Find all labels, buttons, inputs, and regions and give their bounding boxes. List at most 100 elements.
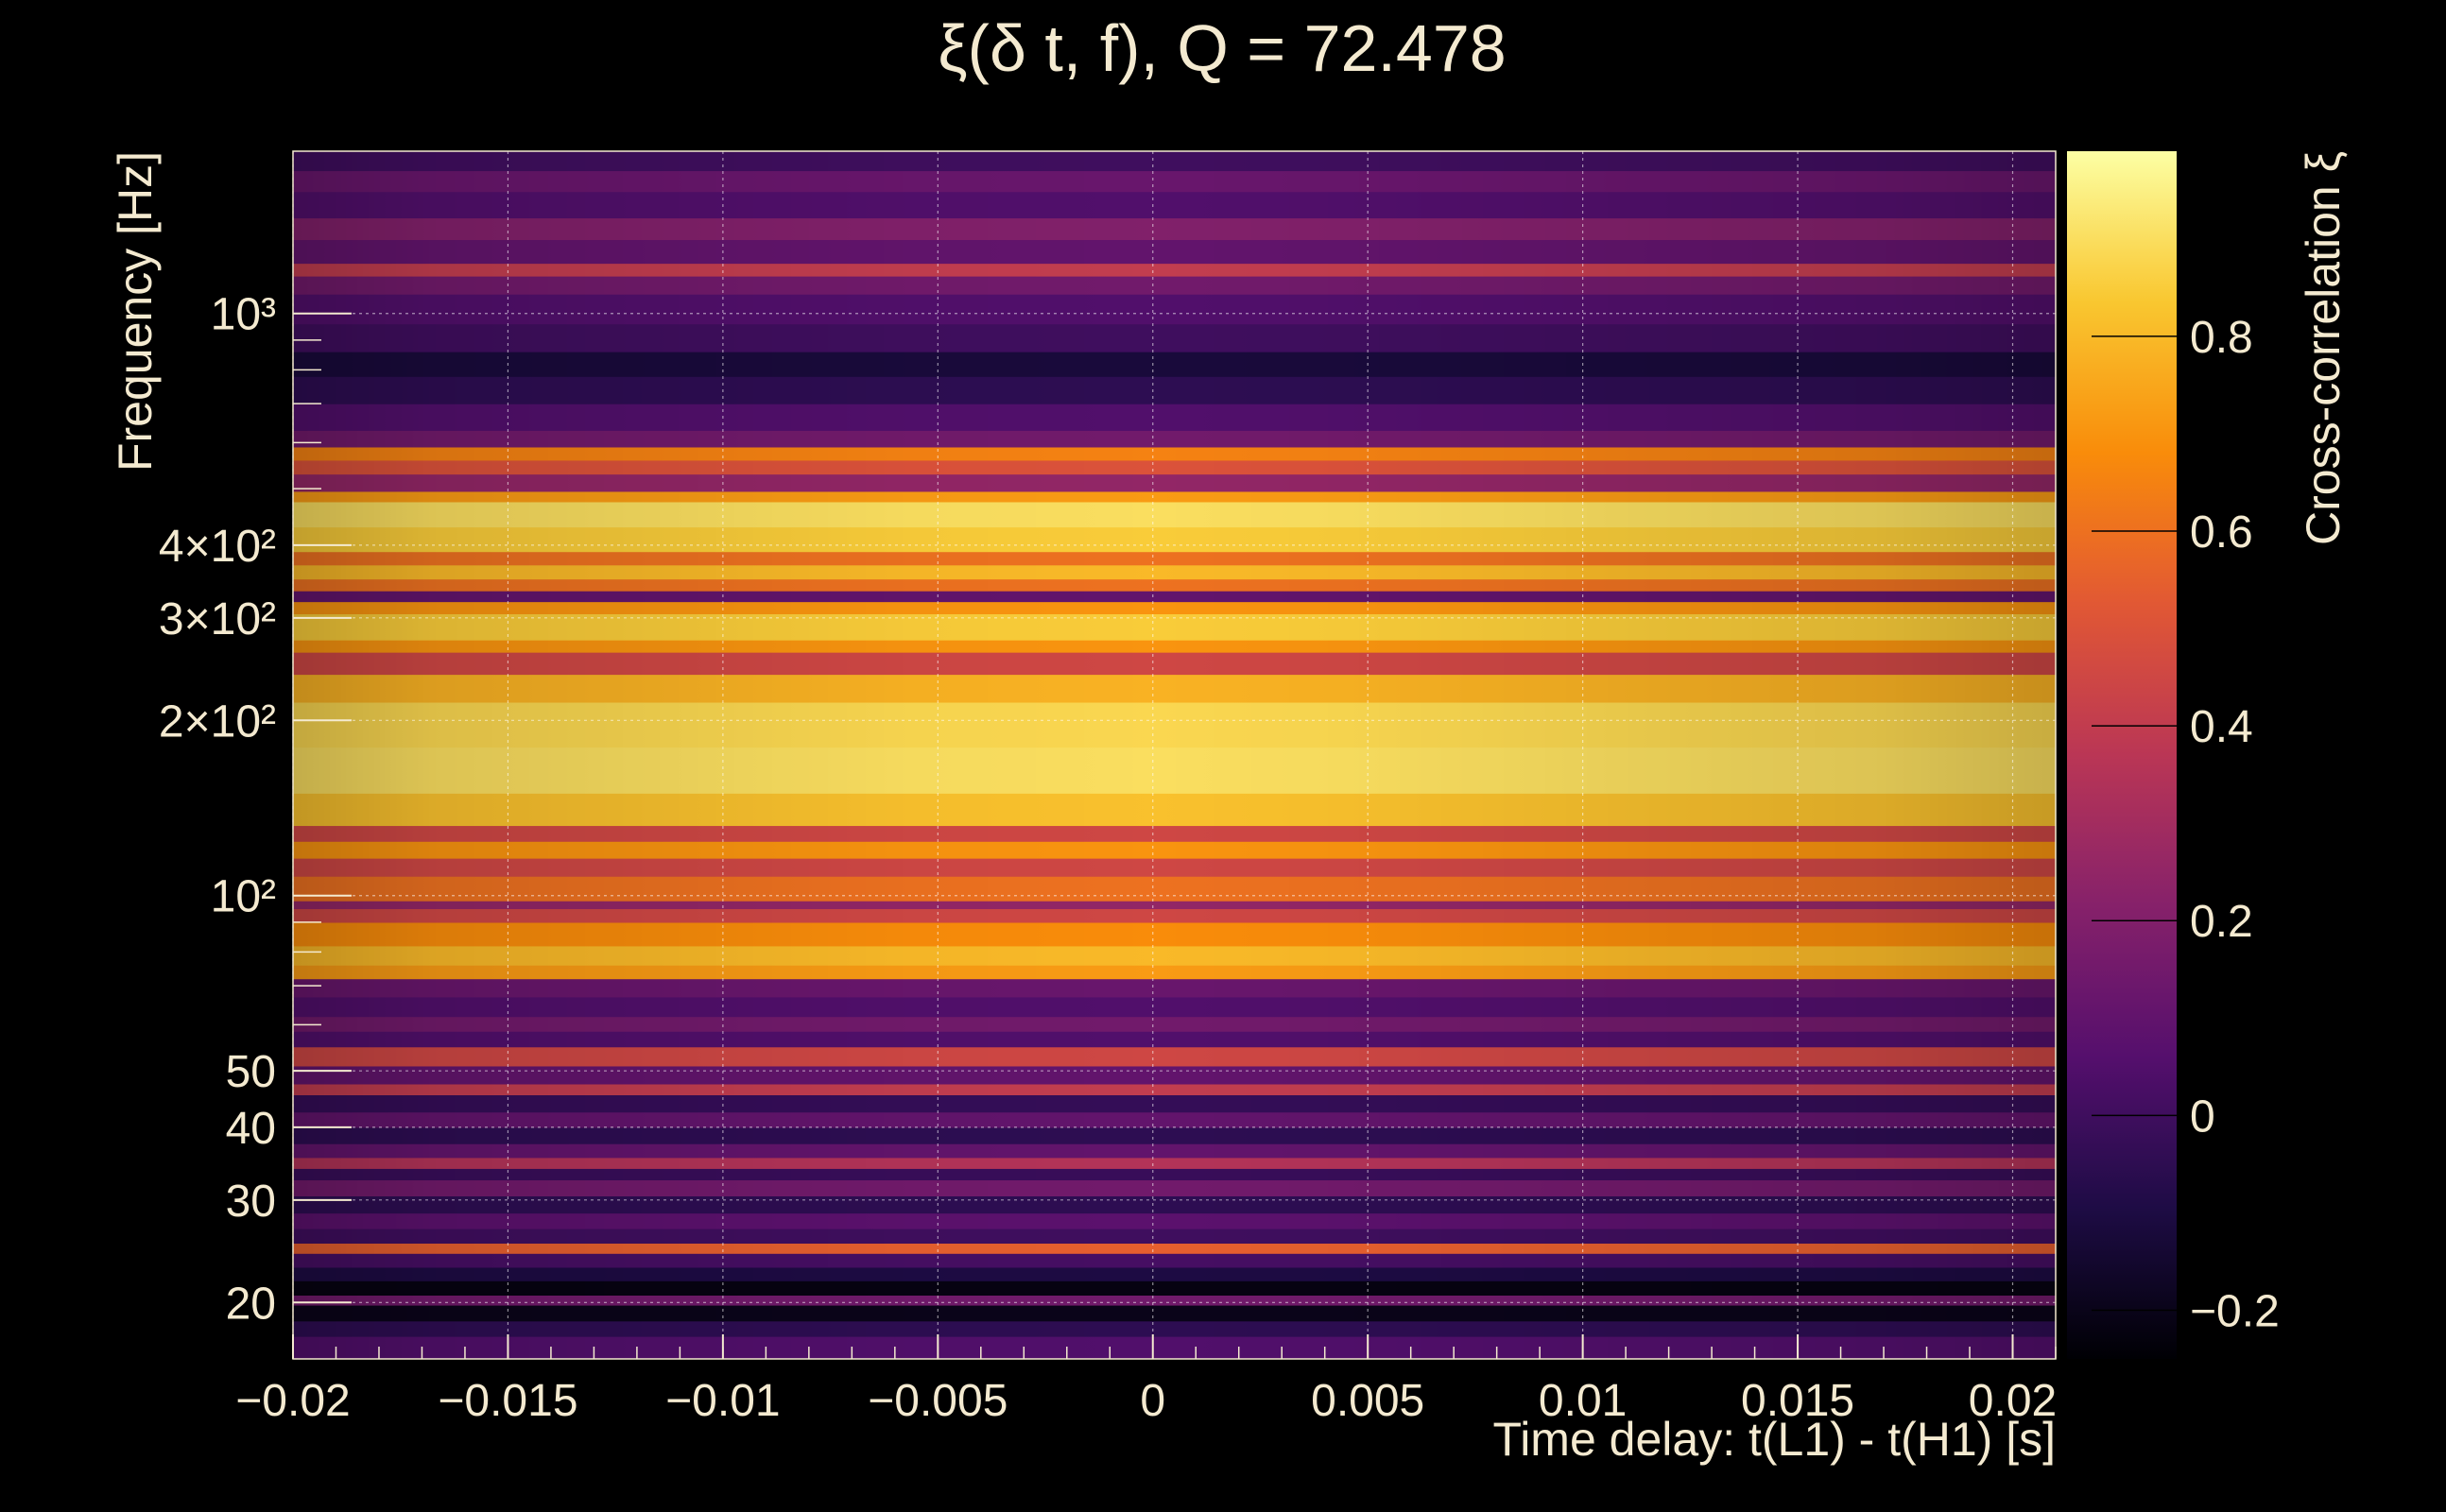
frequency-band bbox=[293, 1228, 2056, 1245]
frequency-band bbox=[293, 352, 2056, 377]
frequency-band bbox=[293, 294, 2056, 325]
frequency-band bbox=[293, 1179, 2056, 1196]
frequency-band bbox=[293, 1243, 2056, 1254]
frequency-band bbox=[293, 430, 2056, 448]
colorbar-tick-label: 0.4 bbox=[2190, 702, 2253, 752]
frequency-band bbox=[293, 404, 2056, 431]
frequency-band bbox=[293, 1083, 2056, 1095]
x-axis-ticks: −0.02 −0.015 −0.01 −0.005 0 0.005 0.01 0.015 0.0… bbox=[235, 1334, 2057, 1426]
plot-frame bbox=[292, 150, 2057, 1360]
frequency-band bbox=[293, 1195, 2056, 1214]
frequency-band bbox=[293, 901, 2056, 910]
colorbar-tick-label: 0.8 bbox=[2190, 313, 2253, 363]
frequency-band bbox=[293, 1157, 2056, 1169]
y-tick-label: 30 bbox=[226, 1177, 276, 1227]
x-axis-label: Time delay: t(L1) - t(H1) [s] bbox=[1493, 1413, 2056, 1466]
frequency-band bbox=[293, 276, 2056, 295]
frequency-band bbox=[293, 1295, 2056, 1306]
frequency-band bbox=[293, 1016, 2056, 1032]
frequency-band bbox=[293, 191, 2056, 219]
y-tick-label: 50 bbox=[226, 1047, 276, 1097]
y-tick-label: 3×10² bbox=[159, 594, 276, 644]
frequency-band bbox=[293, 564, 2056, 580]
frequency-band bbox=[293, 526, 2056, 553]
frequency-band bbox=[293, 217, 2056, 241]
frequency-band bbox=[293, 996, 2056, 1018]
y-tick-label: 10³ bbox=[211, 290, 276, 340]
frequency-band bbox=[293, 747, 2056, 794]
frequency-band bbox=[293, 1304, 2056, 1322]
x-tick-label: −0.005 bbox=[868, 1376, 1008, 1426]
colorbar-tick-label: 0.6 bbox=[2190, 507, 2253, 558]
frequency-bands bbox=[293, 151, 2056, 1360]
colorbar-tick-label: −0.2 bbox=[2190, 1286, 2280, 1336]
frequency-band bbox=[293, 323, 2056, 352]
x-tick-label: 0.01 bbox=[1539, 1376, 1627, 1426]
frequency-band bbox=[293, 170, 2056, 193]
grid-lines bbox=[292, 151, 2056, 1359]
frequency-band bbox=[293, 1031, 2056, 1048]
y-tick-label: 2×10² bbox=[159, 696, 276, 747]
colorbar-tick-label: 0.2 bbox=[2190, 897, 2253, 947]
x-tick-label: 0.015 bbox=[1741, 1376, 1854, 1426]
frequency-band bbox=[293, 965, 2056, 980]
x-tick-label: 0.005 bbox=[1311, 1376, 1424, 1426]
x-tick-label: −0.02 bbox=[235, 1376, 350, 1426]
frequency-band bbox=[293, 640, 2056, 653]
frequency-band bbox=[293, 1336, 2056, 1360]
x-tick-label: 0.02 bbox=[1969, 1376, 2057, 1426]
frequency-band bbox=[293, 601, 2056, 614]
y-axis-ticks: 20 30 40 50 10² 2×10² 3×10² 4×10² 10³ bbox=[159, 290, 352, 1329]
frequency-band bbox=[293, 701, 2056, 748]
frequency-band bbox=[293, 1046, 2056, 1067]
frequency-band bbox=[293, 652, 2056, 676]
frequency-band bbox=[293, 591, 2056, 603]
frequency-band bbox=[293, 858, 2056, 877]
frequency-band bbox=[293, 1094, 2056, 1113]
colorbar-tick-label: 0 bbox=[2190, 1091, 2215, 1142]
frequency-band bbox=[293, 793, 2056, 827]
colorbar bbox=[2067, 151, 2177, 1359]
x-tick-label: −0.01 bbox=[665, 1376, 780, 1426]
frequency-band bbox=[293, 841, 2056, 859]
frequency-band bbox=[293, 921, 2056, 947]
frequency-band bbox=[293, 578, 2056, 592]
frequency-band bbox=[293, 1126, 2056, 1144]
x-tick-label: −0.015 bbox=[438, 1376, 577, 1426]
frequency-band bbox=[293, 1320, 2056, 1337]
frequency-band bbox=[293, 978, 2056, 998]
x-tick-label: 0 bbox=[1140, 1376, 1165, 1426]
y-tick-label: 20 bbox=[226, 1279, 276, 1329]
frequency-band bbox=[293, 1266, 2056, 1281]
frequency-band bbox=[293, 473, 2056, 492]
chart-title: ξ(δ t, f), Q = 72.478 bbox=[938, 11, 1506, 85]
frequency-band bbox=[293, 1212, 2056, 1229]
frequency-band bbox=[293, 501, 2056, 528]
colorbar-label: Cross-correlation ξ bbox=[2297, 151, 2350, 545]
frequency-band bbox=[293, 446, 2056, 461]
frequency-band bbox=[293, 674, 2056, 703]
frequency-band bbox=[293, 551, 2056, 566]
colorbar-ticks: −0.2 0 0.2 0.4 0.6 0.8 bbox=[2092, 313, 2280, 1336]
frequency-band bbox=[293, 876, 2056, 902]
frequency-band bbox=[293, 459, 2056, 475]
frequency-band bbox=[293, 1111, 2056, 1128]
frequency-band bbox=[293, 1168, 2056, 1181]
frequency-band bbox=[293, 945, 2056, 966]
frequency-band bbox=[293, 151, 2056, 172]
frequency-band bbox=[293, 490, 2056, 503]
frequency-band bbox=[293, 1280, 2056, 1296]
y-tick-label: 40 bbox=[226, 1104, 276, 1154]
y-axis-label: Frequency [Hz] bbox=[109, 151, 162, 472]
frequency-band bbox=[293, 239, 2056, 265]
y-tick-label: 4×10² bbox=[159, 522, 276, 572]
frequency-band bbox=[293, 263, 2056, 277]
frequency-band bbox=[293, 1253, 2056, 1268]
frequency-band bbox=[293, 908, 2056, 923]
frequency-band bbox=[293, 825, 2056, 842]
y-tick-label: 10² bbox=[211, 872, 276, 922]
frequency-band bbox=[293, 1065, 2056, 1085]
frequency-band bbox=[293, 1143, 2056, 1159]
